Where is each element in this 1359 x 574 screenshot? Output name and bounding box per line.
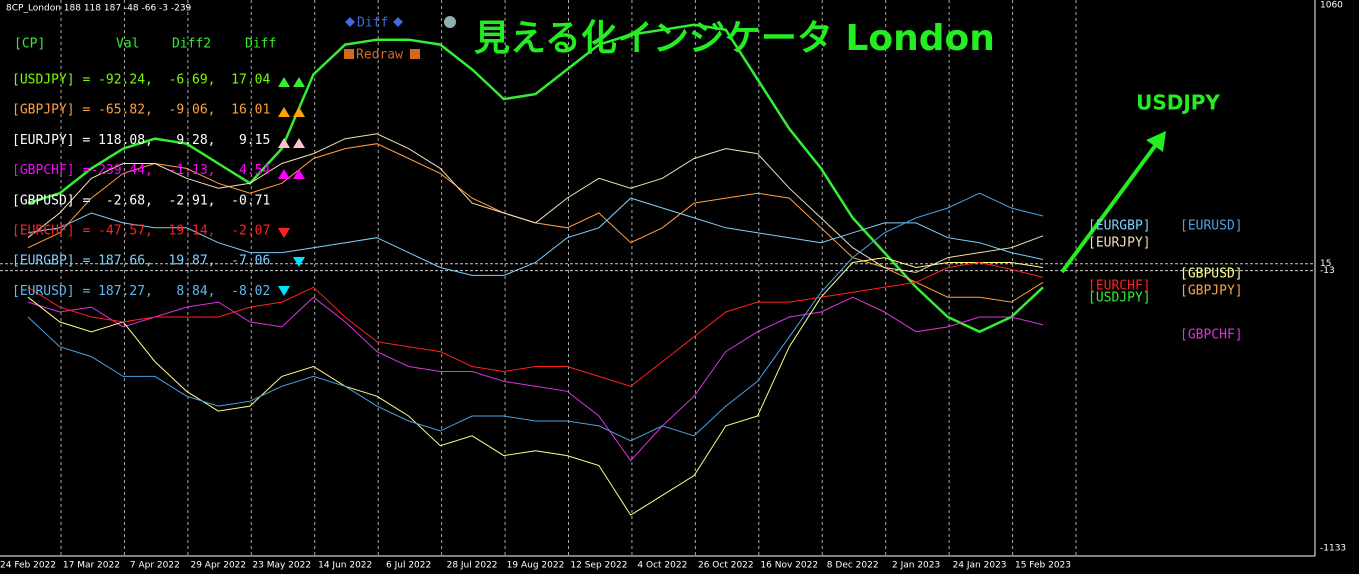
x-tick-label: 23 May 2022 [252,561,311,571]
grid [0,0,1315,556]
x-tick-label: 6 Jul 2022 [386,561,431,571]
series-line [27,133,1044,273]
legend-label: [EURUSD] [1180,219,1243,234]
x-tick-label: 29 Apr 2022 [190,561,246,571]
table-row: [GBPJPY] = -65.82, -9.06, 16.01 [12,103,270,118]
x-tick-label: 17 Mar 2022 [63,561,120,571]
x-tick-label: 28 Jul 2022 [447,561,498,571]
x-tick-label: 26 Oct 2022 [698,561,754,571]
table-row: [EURUSD] = 187.27, 8.84, -8.02 [12,284,270,299]
x-tick-label: 15 Feb 2023 [1015,561,1071,571]
table-header: [CP] [14,37,45,52]
lines [27,23,1044,516]
redraw-button[interactable]: Redraw [356,48,403,63]
table-row: [GBPUSD] = -2.68, -2.91, -0.71 [12,193,270,208]
chart-title: 見える化インジケータ London [474,18,995,59]
x-tick-label: 24 Feb 2022 [0,561,56,571]
series-line [27,197,1044,276]
legend-label: [USDJPY] [1088,291,1151,306]
x-tick-label: 24 Jan 2023 [953,561,1007,571]
table-row: [EURCHF] = -47.57, 19.14, -2.07 [12,224,270,239]
legend-label: [EURJPY] [1088,236,1151,251]
x-tick-label: 7 Apr 2022 [130,561,180,571]
circle-button[interactable] [444,16,456,28]
legend-label: [GBPUSD] [1180,267,1243,282]
arrow-head [1146,131,1166,152]
legend-label: [EURCHF] [1088,279,1151,294]
square [410,49,420,59]
series-line [27,296,1044,462]
legend-label: [GBPCHF] [1180,328,1243,343]
square [344,49,354,59]
header-text: 8CP_London 188 118 187 -48 -66 -3 -239 [6,4,192,14]
x-tick-label: 2 Jan 2023 [892,561,940,571]
table-row: [EURJPY] = 118.08, 9.28, 9.15 [12,133,270,148]
table-header: Diff2 [172,37,211,52]
arrow [1060,140,1160,274]
series-line [27,257,1044,516]
y-tick-label: -1133 [1320,544,1346,554]
table-row: [GBPCHF] =-239.44, -1.13, 4.54 [12,163,270,178]
x-tick-label: 14 Jun 2022 [318,561,372,571]
series-line [27,192,1044,442]
table-header: Diff [245,37,276,52]
table-row: [EURGBP] = 187.66, 19.87, -7.06 [12,254,270,269]
x-tick-label: 16 Nov 2022 [760,561,818,571]
legend-label: [GBPJPY] [1180,284,1243,299]
y-tick-label: 1060 [1320,1,1343,11]
arrows [278,77,305,296]
table: [CP] Val Diff2 Diff [USDJPY] = -92.24, -6.69… [12,37,276,299]
legend-label: [EURGBP] [1088,219,1151,234]
diff-button[interactable]: Diff [357,16,388,31]
series-line [27,261,1044,387]
diamond [393,17,403,27]
x-tick-label: 8 Dec 2022 [827,561,879,571]
diamond [345,17,355,27]
table-row: [USDJPY] = -92.24, -6.69, 17.04 [12,73,270,88]
x-tick-label: 19 Aug 2022 [507,561,565,571]
x-tick-label: 12 Sep 2022 [570,561,627,571]
annotation: USDJPY [1136,91,1220,115]
y-tick-label: 15 [1320,259,1331,269]
x-tick-label: 4 Oct 2022 [637,561,687,571]
table-header: Val [116,37,139,52]
y-tick-label: -13 [1320,266,1335,276]
